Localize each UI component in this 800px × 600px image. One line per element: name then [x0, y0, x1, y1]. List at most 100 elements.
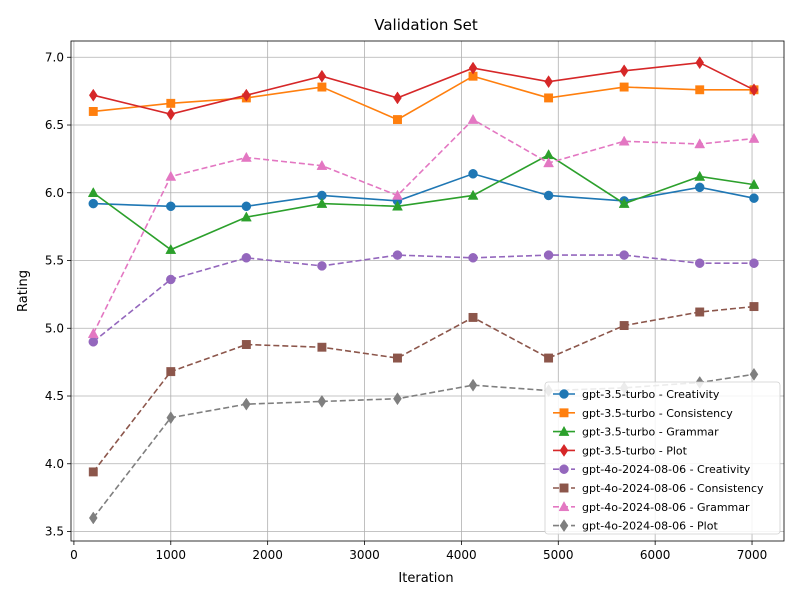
data-point	[619, 64, 629, 78]
data-point	[166, 201, 176, 212]
data-point	[543, 157, 555, 168]
data-point	[317, 69, 327, 83]
x-tick-label: 5000	[543, 548, 574, 562]
data-point	[393, 91, 402, 105]
legend: gpt-3.5-turbo - Creativity gpt-3.5-turbo …	[544, 381, 781, 535]
data-point	[694, 258, 705, 268]
legend-marker	[559, 408, 569, 418]
series-5	[88, 250, 759, 347]
data-point	[544, 75, 553, 89]
series-line	[92, 254, 754, 343]
data-point	[392, 250, 403, 260]
y-tick-label: 4.5	[45, 389, 64, 403]
x-tick-label: 4000	[446, 548, 477, 562]
series-layer	[87, 56, 760, 525]
series-line	[93, 172, 755, 208]
legend-label: gpt-4o-2024-08-06 - Creativity	[582, 463, 751, 476]
data-point	[165, 170, 177, 181]
data-point	[749, 193, 759, 203]
plot-frame	[70, 40, 785, 542]
y-tick-label: 5.0	[45, 321, 64, 335]
series-3	[87, 149, 760, 254]
legend-marker	[558, 425, 570, 436]
data-point	[88, 198, 99, 209]
data-point	[393, 392, 402, 406]
data-point	[749, 367, 759, 381]
legend-entry: gpt-3.5-turbo - Plot	[553, 443, 688, 457]
axis-ticks: 0 1000 2000 3000 4000 5000 6000 7000 3.5 4.0 4.5 5.…	[45, 50, 767, 562]
data-point	[392, 200, 403, 211]
data-point	[618, 135, 630, 146]
series-line	[93, 61, 755, 115]
data-point	[694, 170, 706, 181]
data-point	[240, 151, 252, 162]
data-point	[749, 83, 759, 97]
legend-entry: gpt-4o-2024-08-06 - Consistency	[553, 482, 764, 495]
data-point	[316, 159, 328, 170]
series-line	[92, 118, 755, 335]
x-tick-label: 6000	[640, 548, 671, 562]
data-point	[317, 342, 327, 352]
x-axis-label: Iteration	[398, 571, 453, 586]
y-axis-label: Rating	[16, 270, 31, 312]
data-point	[695, 85, 705, 95]
legend-label: gpt-3.5-turbo - Grammar	[582, 426, 719, 439]
y-tick-label: 3.5	[45, 525, 64, 539]
data-point	[166, 367, 176, 377]
y-tick-label: 7.0	[45, 50, 64, 64]
legend-marker	[559, 389, 569, 399]
data-point	[316, 197, 328, 208]
data-point	[88, 337, 99, 347]
data-point	[241, 253, 252, 263]
chart-title: Validation Set	[374, 16, 478, 34]
series-7	[87, 113, 760, 338]
data-point	[317, 394, 327, 408]
data-point	[241, 340, 251, 349]
data-point	[88, 467, 98, 477]
x-tick-label: 7000	[737, 548, 768, 562]
data-point	[242, 397, 251, 411]
data-point	[468, 312, 478, 322]
y-tick-label: 6.5	[45, 118, 64, 132]
data-point	[87, 187, 99, 198]
series-2	[88, 71, 759, 125]
legend-label: gpt-4o-2024-08-06 - Plot	[582, 520, 718, 533]
data-point	[468, 253, 478, 263]
data-point	[165, 243, 177, 254]
data-point	[619, 321, 629, 331]
x-tick-label: 0	[70, 548, 78, 562]
legend-entry: gpt-4o-2024-08-06 - Creativity	[553, 463, 751, 476]
legend-entry: gpt-4o-2024-08-06 - Plot	[553, 519, 718, 533]
legend-entry: gpt-3.5-turbo - Consistency	[553, 407, 733, 420]
series-6	[88, 302, 759, 477]
data-point	[618, 197, 630, 208]
data-point	[166, 411, 176, 425]
data-point	[240, 211, 252, 222]
legend-marker	[558, 501, 570, 512]
data-point	[166, 107, 176, 121]
data-point	[242, 88, 251, 102]
data-point	[468, 169, 478, 179]
data-point	[393, 115, 402, 125]
legend-entry: gpt-4o-2024-08-06 - Grammar	[553, 501, 750, 514]
x-tick-label: 2000	[252, 548, 283, 562]
data-point	[166, 274, 176, 285]
legend-label: gpt-4o-2024-08-06 - Consistency	[582, 482, 764, 495]
data-point	[88, 88, 98, 102]
legend-label: gpt-3.5-turbo - Consistency	[582, 407, 733, 420]
data-point	[317, 261, 327, 271]
data-point	[166, 98, 176, 108]
legend-entry: gpt-3.5-turbo - Grammar	[553, 426, 719, 439]
series-line	[92, 305, 755, 473]
data-point	[544, 353, 554, 363]
data-point	[88, 107, 98, 116]
data-point	[467, 189, 479, 200]
data-point	[694, 182, 705, 193]
legend-box	[544, 381, 781, 535]
legend-label: gpt-3.5-turbo - Plot	[582, 444, 688, 457]
y-tick-label: 6.0	[45, 186, 64, 200]
y-tick-label: 5.5	[45, 254, 64, 268]
legend-label: gpt-3.5-turbo - Creativity	[582, 388, 720, 401]
legend-entry: gpt-3.5-turbo - Creativity	[553, 388, 720, 401]
